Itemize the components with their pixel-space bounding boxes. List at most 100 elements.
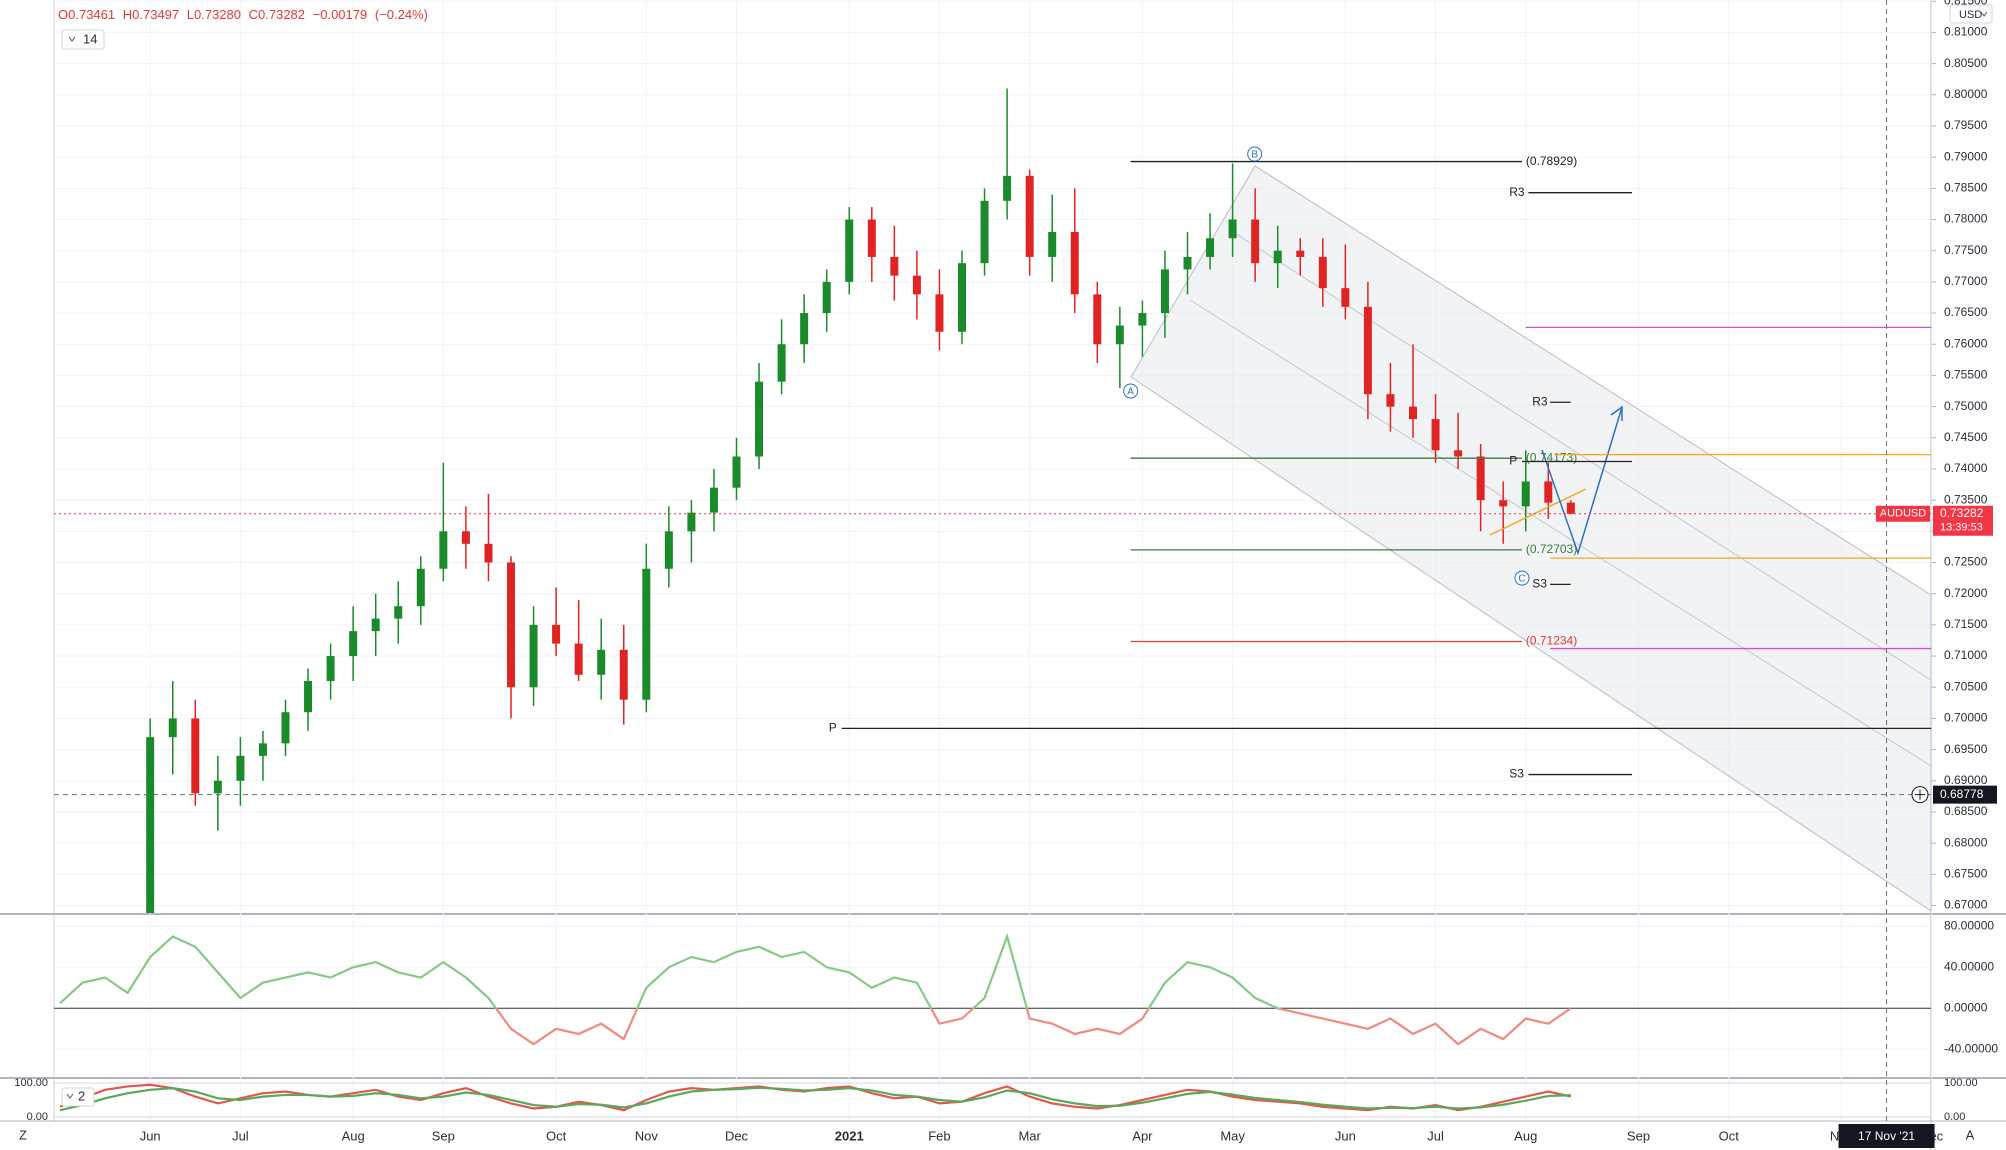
candle-body [304, 681, 313, 713]
x-tick-label: Dec [725, 1128, 749, 1143]
ohlc-header: O0.73461 H0.73497 L0.73280 C0.73282 −0.0… [58, 7, 428, 22]
candle-body [1296, 250, 1305, 257]
candle-body [755, 381, 764, 457]
y-tick-label: 0.81000 [1944, 25, 1988, 39]
level-label: S3 [1532, 577, 1547, 591]
x-tick-label: Aug [342, 1128, 365, 1143]
x-tick-label: Oct [546, 1128, 567, 1143]
candle-body [1341, 288, 1350, 307]
candle-body [1048, 231, 1057, 257]
candle-body [1183, 256, 1192, 270]
candle-body [709, 487, 718, 513]
candle-body [1409, 406, 1417, 420]
corner-label[interactable]: A [1966, 1127, 1975, 1142]
wave-marker [1247, 146, 1263, 162]
y-tick-label: 0.69500 [1944, 742, 1988, 756]
change-pct: (−0.24%) [375, 7, 428, 22]
x-tick-label: May [1220, 1128, 1245, 1143]
candle-body [416, 568, 425, 607]
candle-body [574, 643, 583, 675]
wave-label: B [1251, 150, 1258, 161]
candle-body [664, 531, 673, 569]
y-tick-label: 0.69000 [1944, 773, 1988, 787]
candle-body [394, 606, 403, 619]
candle-body [1025, 175, 1034, 257]
last-price-label: 0.73282 [1940, 506, 1984, 520]
x-tick-label: Jul [232, 1128, 249, 1143]
crosshair-date: 17 Nov '21 [1858, 1129, 1915, 1143]
candle-body [461, 531, 470, 544]
chevron-icon [66, 1093, 74, 1099]
level-label: (0.71234) [1526, 634, 1577, 648]
oscillator-pane [59, 932, 1572, 1046]
change: −0.00179 [313, 7, 368, 22]
y-tick-label: 0.70000 [1944, 711, 1988, 725]
trend-line [1489, 488, 1587, 536]
level-label: P [829, 721, 837, 735]
chevron-icon [1980, 11, 1988, 17]
candle-body [958, 263, 966, 332]
x-tick-label: Mar [1018, 1128, 1041, 1143]
x-tick-label: Feb [928, 1128, 950, 1143]
y-tick-label: 40.00000 [1944, 959, 1994, 973]
level-label: R3 [1509, 185, 1525, 199]
y-tick-label: 0.79500 [1944, 118, 1988, 132]
candle-body [1070, 231, 1079, 295]
x-tick-label: 2021 [835, 1128, 864, 1143]
y-tick-label: 0.75000 [1944, 399, 1988, 413]
channel-line [1189, 299, 1932, 767]
symbol-badge [1876, 505, 1930, 522]
y-tick-label: 100.00 [14, 1077, 48, 1089]
countdown: 13:39:53 [1940, 522, 1983, 534]
x-tick-label: Jun [140, 1128, 161, 1143]
candle-body [980, 200, 989, 264]
indicator-toggle[interactable] [61, 1087, 95, 1107]
candle-body [236, 755, 245, 781]
candle-body [258, 743, 267, 756]
y-tick-label: 0.74500 [1944, 430, 1988, 444]
y-tick-label: 0.75500 [1944, 368, 1988, 382]
y-tick-label: 0.76500 [1944, 305, 1988, 319]
level-label: (0.72703) [1526, 542, 1577, 556]
candle-body [168, 718, 177, 738]
indicator-period: 14 [83, 31, 97, 46]
y-tick-label: 0.78500 [1944, 181, 1988, 195]
ohlc-letter: H [123, 7, 132, 22]
x-tick-label: Sep [1627, 1128, 1650, 1143]
ohlc-value: 0.73280 [194, 7, 241, 22]
candle-body [619, 649, 628, 700]
y-tick-label: 0.80500 [1944, 56, 1988, 70]
ohlc-value: 0.73282 [258, 7, 305, 22]
wave-marker [1123, 383, 1139, 399]
projection-arrow [1541, 406, 1623, 556]
ohlc-value: 0.73461 [68, 7, 115, 22]
indicator-line [59, 1086, 1571, 1112]
candle-body [1138, 313, 1147, 326]
indicator-toggle[interactable] [61, 29, 105, 50]
ohlc-letter: O [58, 7, 68, 22]
price-badge [1933, 505, 1993, 536]
corner-label[interactable]: Z [19, 1127, 27, 1142]
candle-body [529, 624, 538, 688]
x-tick-label: Jun [1335, 1128, 1356, 1143]
x-tick-label: Jul [1427, 1128, 1444, 1143]
currency-button[interactable] [1949, 4, 1993, 24]
candle-body [213, 780, 222, 794]
level-label: R3 [1532, 394, 1548, 408]
candle-body [146, 737, 155, 913]
y-tick-label: 0.78000 [1944, 212, 1988, 226]
chevron-icon [68, 36, 76, 42]
candle-body [439, 531, 448, 569]
candle-body [1160, 269, 1169, 314]
y-tick-label: 0.67500 [1944, 867, 1988, 881]
arrow-head [1610, 405, 1623, 421]
y-tick-label: 0.00 [1944, 1111, 1965, 1123]
candle-body [1499, 500, 1508, 507]
y-tick-label: 0.00000 [1944, 1000, 1988, 1014]
x-tick-label: Apr [1132, 1128, 1153, 1143]
candle-body [822, 281, 831, 314]
ohlc-letter: L [187, 7, 194, 22]
main-pane [146, 88, 1575, 913]
candle-body [1544, 481, 1553, 503]
